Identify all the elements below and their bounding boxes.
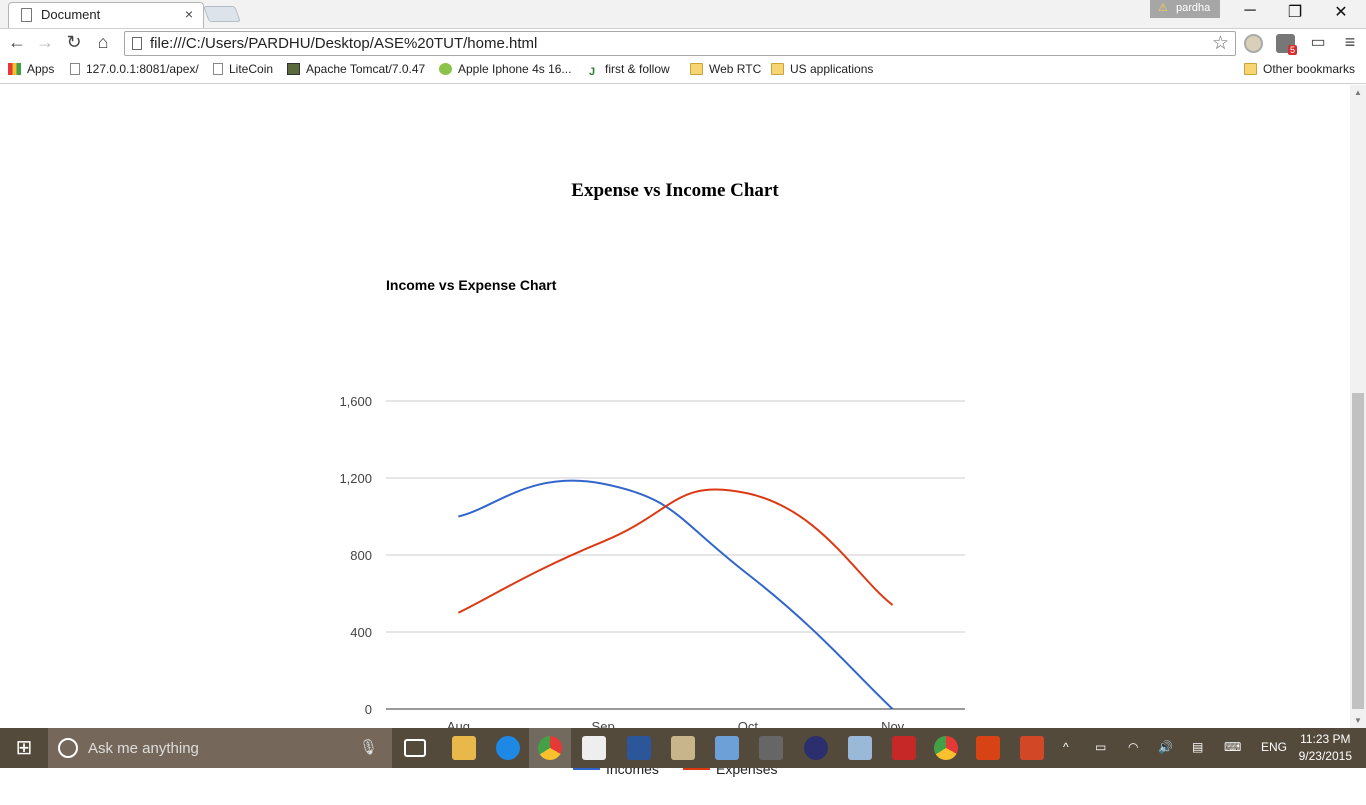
tomcat-icon <box>287 63 300 75</box>
wifi-icon[interactable]: ◠ <box>1128 740 1138 754</box>
profile-name: pardha <box>1176 2 1210 14</box>
windows-taskbar: ⊞ Ask me anything 🎙 ^ ▭ ◠ 🔊 ▤ ⌨ ENG 11:2… <box>0 728 1366 768</box>
tab-strip: Document × ⚠ pardha ─ ❐ ✕ <box>0 0 1366 28</box>
microphone-icon[interactable]: 🎙 <box>359 738 378 756</box>
page-icon <box>132 37 142 50</box>
chrome-icon[interactable] <box>538 736 562 760</box>
acrobat-icon[interactable] <box>892 736 916 760</box>
apps-icon <box>8 63 21 75</box>
bookmark-iphone[interactable]: Apple Iphone 4s 16... <box>439 62 571 76</box>
task-view-icon[interactable] <box>404 739 426 757</box>
store-icon[interactable] <box>582 736 606 760</box>
keyboard-icon[interactable]: ⌨ <box>1224 740 1241 754</box>
scroll-up-icon[interactable]: ▲ <box>1354 88 1362 97</box>
chrome-icon[interactable] <box>934 736 958 760</box>
y-tick-label: 1,200 <box>339 471 372 486</box>
bookmark-star-icon[interactable]: ☆ <box>1212 32 1229 55</box>
close-window-button[interactable]: ✕ <box>1318 2 1364 22</box>
new-tab-button[interactable] <box>203 6 241 22</box>
eclipse-icon[interactable] <box>804 736 828 760</box>
line-chart: Income vs Expense Chart 0 400 800 1,200 1,60… <box>320 265 1000 805</box>
app-icon[interactable] <box>976 736 1000 760</box>
home-button[interactable]: ⌂ <box>90 32 116 53</box>
address-bar[interactable]: file:///C:/Users/PARDHU/Desktop/ASE%20TU… <box>124 31 1236 56</box>
url-text: file:///C:/Users/PARDHU/Desktop/ASE%20TU… <box>150 35 537 52</box>
page-icon <box>213 63 223 75</box>
bookmark-webrtc[interactable]: Web RTC <box>690 62 761 76</box>
file-explorer-icon[interactable] <box>452 736 476 760</box>
bookmark-apex[interactable]: 127.0.0.1:8081/apex/ <box>70 62 199 76</box>
bookmark-apps[interactable]: Apps <box>8 62 54 76</box>
cast-icon[interactable]: ▭ <box>1305 32 1331 52</box>
vertical-scrollbar[interactable]: ▲ ▼ <box>1350 85 1366 728</box>
chevron-up-icon[interactable]: ^ <box>1063 740 1069 754</box>
bookmark-label: Apple Iphone 4s 16... <box>458 62 571 76</box>
bookmark-label: Apache Tomcat/7.0.47 <box>306 62 425 76</box>
extension-icon[interactable] <box>1244 34 1263 53</box>
q-icon <box>439 63 452 75</box>
cortana-icon <box>58 738 78 758</box>
bookmark-label: US applications <box>790 62 873 76</box>
bookmark-label: LiteCoin <box>229 62 273 76</box>
page-icon <box>21 8 32 22</box>
sql-icon[interactable] <box>759 736 783 760</box>
cortana-search[interactable]: Ask me anything 🎙 <box>48 728 392 768</box>
reload-button[interactable]: ↻ <box>61 32 87 53</box>
clock[interactable]: 11:23 PM 9/23/2015 <box>1299 731 1352 765</box>
browser-toolbar: ← → ↻ ⌂ file:///C:/Users/PARDHU/Desktop/… <box>0 28 1366 58</box>
tab-document[interactable]: Document × <box>8 2 204 28</box>
back-button[interactable]: ← <box>4 32 30 53</box>
chart-title: Income vs Expense Chart <box>386 277 557 293</box>
powerpoint-icon[interactable] <box>1020 736 1044 760</box>
forward-button[interactable]: → <box>32 32 58 53</box>
y-tick-label: 800 <box>350 548 372 563</box>
bookmark-litecoin[interactable]: LiteCoin <box>213 62 273 76</box>
bookmark-label: Other bookmarks <box>1263 62 1355 76</box>
bookmark-label: 127.0.0.1:8081/apex/ <box>86 62 199 76</box>
bookmark-label: Apps <box>27 62 54 76</box>
series-line-incomes[interactable] <box>458 481 892 709</box>
scrollbar-thumb[interactable] <box>1352 393 1364 709</box>
folder-icon <box>771 63 784 75</box>
y-tick-label: 400 <box>350 625 372 640</box>
photos-icon[interactable] <box>848 736 872 760</box>
volume-icon[interactable]: 🔊 <box>1158 740 1173 754</box>
minimize-button[interactable]: ─ <box>1227 2 1273 20</box>
app-icon[interactable] <box>671 736 695 760</box>
bookmark-tomcat[interactable]: Apache Tomcat/7.0.47 <box>287 62 425 76</box>
page-content: Expense vs Income Chart Income vs Expens… <box>0 85 1350 728</box>
language-indicator[interactable]: ENG <box>1261 740 1287 754</box>
j-icon: J <box>589 66 599 78</box>
tab-title: Document <box>41 7 100 22</box>
word-icon[interactable] <box>627 736 651 760</box>
warning-icon: ⚠ <box>1158 1 1168 14</box>
page-title: Expense vs Income Chart <box>0 180 1350 202</box>
battery-icon[interactable]: ▭ <box>1095 740 1106 754</box>
clock-time: 11:23 PM <box>1299 731 1352 748</box>
page-icon <box>70 63 80 75</box>
edge-icon[interactable] <box>496 736 520 760</box>
other-bookmarks[interactable]: Other bookmarks <box>1244 62 1355 76</box>
close-tab-icon[interactable]: × <box>185 6 193 22</box>
start-button[interactable]: ⊞ <box>0 728 48 768</box>
extension-badge: 5 <box>1288 45 1297 55</box>
clock-date: 9/23/2015 <box>1299 748 1352 765</box>
search-placeholder: Ask me anything <box>88 740 199 757</box>
series-line-expenses[interactable] <box>458 489 892 612</box>
scroll-down-icon[interactable]: ▼ <box>1354 716 1362 725</box>
bookmark-us-applications[interactable]: US applications <box>771 62 873 76</box>
y-tick-label: 0 <box>365 702 372 717</box>
bookmark-label: first & follow <box>605 62 670 76</box>
bookmark-label: Web RTC <box>709 62 761 76</box>
notifications-icon[interactable]: ▤ <box>1192 740 1203 754</box>
menu-icon[interactable]: ≡ <box>1337 32 1363 53</box>
folder-icon <box>1244 63 1257 75</box>
restore-button[interactable]: ❐ <box>1272 2 1318 22</box>
y-tick-label: 1,600 <box>339 394 372 409</box>
bookmarks-bar: Apps 127.0.0.1:8081/apex/ LiteCoin Apach… <box>0 58 1366 84</box>
folder-icon <box>690 63 703 75</box>
profile-button[interactable]: ⚠ pardha <box>1150 0 1220 18</box>
virtualbox-icon[interactable] <box>715 736 739 760</box>
